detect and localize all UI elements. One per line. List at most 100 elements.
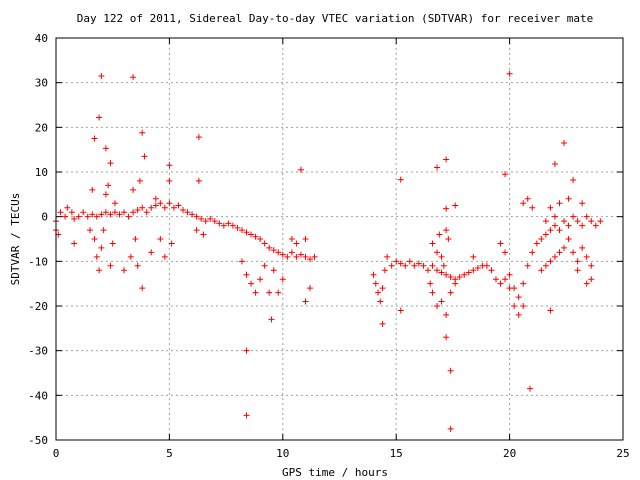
data-point: [107, 211, 114, 218]
data-point: [415, 260, 422, 267]
data-point: [71, 240, 78, 247]
data-point: [102, 191, 109, 198]
data-point: [107, 262, 114, 269]
data-point: [100, 227, 107, 234]
data-point: [420, 262, 427, 269]
data-point: [565, 195, 572, 202]
data-point: [211, 218, 218, 225]
data-point: [375, 289, 382, 296]
data-point: [434, 303, 441, 309]
data-point: [497, 280, 504, 287]
data-point: [384, 253, 391, 260]
data-point: [542, 231, 549, 238]
y-tick-label: -50: [28, 434, 48, 447]
data-point: [443, 311, 450, 318]
data-point: [520, 280, 527, 287]
data-point: [397, 176, 404, 183]
data-point: [445, 236, 452, 242]
data-point: [297, 251, 304, 258]
data-point: [438, 269, 445, 276]
x-axis-label: GPS time / hours: [282, 466, 388, 479]
data-point: [424, 267, 431, 274]
data-point: [588, 276, 595, 283]
data-point: [152, 195, 159, 202]
data-point: [195, 177, 202, 184]
data-point: [229, 222, 236, 229]
data-point: [547, 204, 554, 211]
data-point: [529, 204, 536, 211]
data-point: [438, 253, 445, 260]
data-point: [116, 211, 123, 218]
data-points: [53, 70, 604, 432]
y-tick-label: 30: [35, 77, 48, 90]
data-point: [429, 262, 436, 269]
data-point: [547, 258, 554, 265]
data-point: [130, 74, 137, 81]
data-point: [447, 273, 454, 280]
data-point: [288, 249, 295, 256]
data-point: [175, 202, 182, 209]
data-point: [429, 240, 436, 247]
data-point: [193, 213, 200, 220]
data-point: [102, 209, 109, 216]
data-point: [551, 213, 558, 220]
data-point: [307, 285, 314, 292]
data-point: [132, 236, 139, 242]
data-point: [434, 267, 441, 274]
data-point: [130, 209, 137, 216]
data-point: [574, 258, 581, 265]
plot-frame: [55, 37, 624, 441]
data-point: [447, 425, 454, 432]
data-point: [252, 233, 259, 240]
data-point: [257, 276, 264, 283]
data-point: [275, 249, 282, 256]
data-point: [520, 303, 527, 309]
data-point: [440, 262, 447, 269]
data-point: [447, 289, 454, 296]
data-point: [270, 247, 277, 254]
data-point: [98, 244, 105, 251]
data-point: [461, 271, 468, 278]
data-point: [538, 236, 545, 242]
data-point: [379, 285, 386, 292]
data-point: [134, 206, 141, 213]
data-point: [200, 231, 207, 238]
y-tick-label: 0: [41, 211, 48, 224]
data-point: [506, 285, 513, 292]
data-point: [502, 171, 509, 178]
data-point: [139, 204, 146, 211]
data-point: [434, 249, 441, 256]
data-point: [193, 227, 200, 234]
data-point: [397, 307, 404, 314]
data-point: [570, 213, 577, 220]
data-point: [121, 267, 128, 274]
data-point: [533, 240, 540, 247]
data-point: [429, 289, 436, 296]
data-point: [87, 227, 94, 234]
data-point: [130, 186, 137, 193]
data-point: [372, 280, 379, 287]
grid: [56, 38, 623, 440]
data-point: [266, 289, 273, 296]
data-point: [293, 253, 300, 260]
data-point: [275, 289, 282, 296]
y-axis-label: SDTVAR / TECUs: [9, 193, 22, 286]
y-tick-label: 10: [35, 166, 48, 179]
data-point: [288, 236, 295, 242]
data-point: [152, 202, 159, 209]
data-point: [511, 303, 518, 309]
data-point: [243, 271, 250, 278]
data-point: [527, 385, 534, 392]
data-point: [492, 276, 499, 283]
data-point: [592, 222, 599, 229]
data-point: [148, 204, 155, 211]
data-point: [302, 236, 309, 242]
data-point: [98, 211, 105, 218]
data-point: [381, 267, 388, 274]
data-point: [456, 273, 463, 280]
data-point: [370, 271, 377, 278]
chart-title: Day 122 of 2011, Sidereal Day-to-day VTE…: [77, 12, 594, 25]
data-point: [438, 298, 445, 305]
data-point: [279, 276, 286, 283]
data-point: [443, 334, 450, 341]
